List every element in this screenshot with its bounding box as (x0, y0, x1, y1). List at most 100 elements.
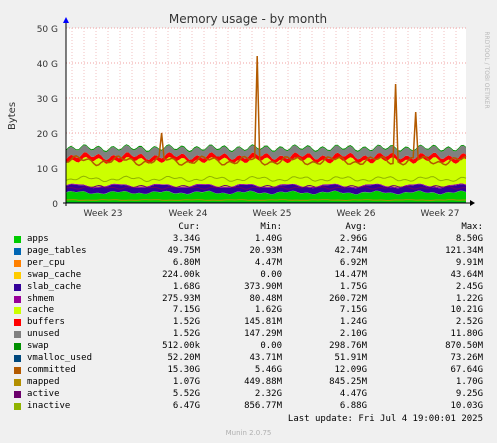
legend-swatch (14, 283, 21, 291)
legend-avg-value: 1.24G (339, 317, 367, 328)
legend-row: shmem 275.93M 80.48M 260.72M 1.22G (0, 294, 497, 306)
legend-min-value: 0.00 (260, 269, 282, 280)
legend-max-value: 43.64M (450, 269, 483, 280)
legend-series-name: page_tables (27, 245, 87, 256)
legend-min-value: 2.32G (254, 388, 282, 399)
y-axis-arrow (63, 17, 69, 23)
legend-avg-value: 6.92M (339, 257, 367, 268)
legend-series-name: active (27, 388, 60, 399)
legend-swatch (14, 307, 21, 315)
memory-chart: Memory usage - by month Bytes RRDTOOL / … (7, 12, 490, 219)
legend-avg-value: 42.74M (334, 245, 367, 256)
legend-series-name: swap_cache (27, 269, 82, 280)
x-tick-label: Week 27 (421, 209, 460, 219)
header-cur: Cur: (178, 222, 200, 232)
legend-row: mapped 1.07G 449.88M 845.25M 1.70G (0, 377, 497, 389)
legend-avg-value: 4.47G (339, 388, 367, 399)
legend-series-name: inactive (27, 400, 71, 411)
legend-swatch (14, 378, 21, 386)
legend-min-value: 1.62G (254, 305, 282, 316)
legend-cur-value: 1.52G (172, 329, 200, 340)
legend-series-name: cache (27, 305, 55, 316)
x-tick-label: Week 26 (337, 209, 376, 219)
legend-series-name: mapped (27, 376, 60, 387)
header-max: Max: (461, 222, 483, 232)
legend-series-name: vmalloc_used (27, 353, 93, 363)
legend-row: inactive 6.47G 856.77M 6.88G 10.03G (0, 401, 497, 413)
legend-max-value: 9.91M (455, 257, 483, 268)
legend-swatch (14, 366, 21, 374)
legend-min-value: 373.90M (244, 281, 282, 292)
y-tick-label: 30 G (37, 95, 58, 105)
legend-min-value: 4.47M (254, 257, 282, 268)
y-tick-label: 20 G (37, 130, 58, 140)
legend-row: active 5.52G 2.32G 4.47G 9.25G (0, 389, 497, 401)
legend-cur-value: 49.75M (167, 245, 200, 256)
legend-swatch (14, 236, 21, 243)
y-axis-label: Bytes (7, 102, 18, 130)
grid (66, 27, 466, 203)
legend-series-name: buffers (27, 317, 65, 328)
y-tick-label: 50 G (37, 25, 58, 35)
legend-cur-value: 1.52G (172, 317, 200, 328)
legend-avg-value: 51.91M (334, 353, 367, 363)
legend-avg-value: 2.96G (339, 234, 367, 244)
legend-max-value: 9.25G (455, 388, 483, 399)
legend-avg-value: 14.47M (334, 269, 367, 280)
legend-min-value: 5.46G (254, 364, 282, 375)
y-tick-label: 40 G (37, 60, 58, 70)
legend-cur-value: 52.20M (167, 353, 200, 363)
legend-cur-value: 512.00k (162, 341, 200, 352)
legend-max-value: 73.26M (450, 353, 483, 363)
header-avg: Avg: (345, 222, 367, 232)
legend-row: apps 3.34G 1.40G 2.96G 8.50G (0, 234, 497, 246)
legend-series-name: committed (27, 364, 76, 375)
x-tick-label: Week 24 (169, 209, 208, 219)
legend-swatch (14, 343, 21, 351)
legend-min-value: 449.88M (244, 376, 282, 387)
area-shmem (66, 183, 466, 189)
legend-cur-value: 15.30G (167, 364, 200, 375)
munin-version: Munin 2.0.75 (225, 429, 272, 437)
legend-cur-value: 1.68G (172, 281, 200, 292)
last-update: Last update: Fri Jul 4 19:00:01 2025 (287, 414, 483, 424)
legend-series-name: shmem (27, 293, 55, 304)
legend-cur-value: 1.07G (172, 376, 200, 387)
legend-max-value: 1.22G (455, 293, 483, 304)
legend-min-value: 1.40G (254, 234, 282, 244)
x-axis-ticks: Week 23 Week 24 Week 25 Week 26 Week 27 (84, 209, 460, 219)
legend-min-value: 20.93M (249, 245, 282, 256)
legend-swatch (14, 355, 21, 362)
legend-series-name: per_cpu (27, 257, 65, 268)
x-tick-label: Week 25 (253, 209, 292, 219)
legend-min-value: 0.00 (260, 341, 282, 352)
legend-swatch (14, 402, 21, 410)
legend-row: swap 512.00k 0.00 298.76M 870.50M (0, 341, 497, 353)
legend-avg-value: 298.76M (329, 341, 367, 352)
legend-cur-value: 6.47G (172, 400, 200, 411)
legend-max-value: 10.21G (450, 305, 483, 316)
stacked-areas (66, 144, 466, 203)
y-tick-label: 10 G (37, 165, 58, 175)
legend-series-name: swap (27, 341, 49, 352)
y-axis-ticks: 0 10 G 20 G 30 G 40 G 50 G (37, 25, 59, 210)
legend-avg-value: 260.72M (329, 293, 367, 304)
legend-max-value: 11.80G (450, 329, 483, 340)
area-buffers (66, 152, 466, 164)
legend-max-value: 2.52G (455, 317, 483, 328)
legend-cur-value: 3.34G (172, 234, 200, 244)
line-committed (65, 55, 467, 167)
chart-title: Memory usage - by month (169, 12, 327, 26)
legend-max-value: 67.64G (450, 364, 483, 375)
legend-avg-value: 12.09G (334, 364, 367, 375)
legend-row: unused 1.52G 147.29M 2.10G 11.80G (0, 329, 497, 341)
legend-cur-value: 224.00k (162, 269, 200, 280)
legend-series-name: slab_cache (27, 281, 82, 292)
area-unused (66, 145, 466, 161)
x-axis-arrow (470, 200, 475, 206)
legend-row: vmalloc_used 52.20M 43.71M 51.91M 73.26M (0, 353, 497, 365)
legend-avg-value: 6.88G (339, 400, 367, 411)
legend-min-value: 145.81M (244, 317, 282, 328)
legend-max-value: 121.34M (445, 245, 483, 256)
legend-cur-value: 5.52G (172, 388, 200, 399)
